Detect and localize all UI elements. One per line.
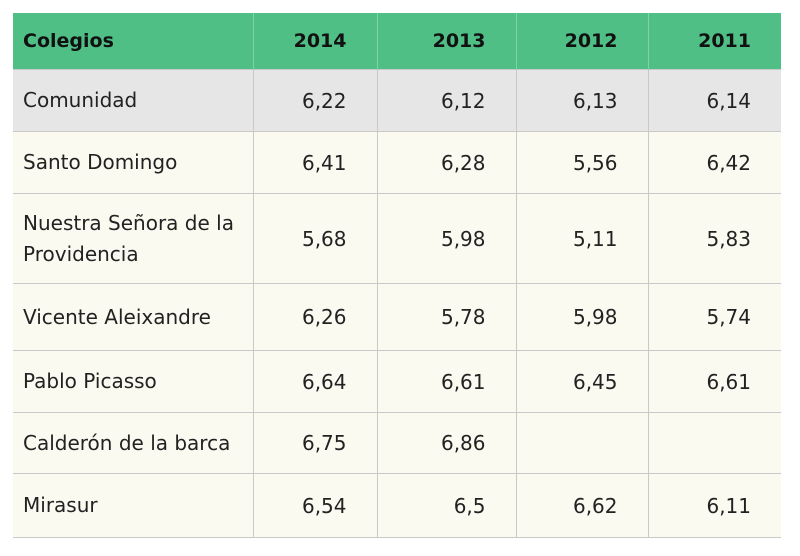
- score-2014: 6,64: [253, 350, 378, 413]
- header-2012: 2012: [516, 13, 649, 70]
- score-2011: 6,11: [648, 473, 781, 538]
- score-2013: 6,86: [377, 412, 517, 474]
- school-name: Nuestra Señora de la Providencia: [13, 193, 254, 284]
- score-2011: [648, 412, 781, 474]
- header-2011: 2011: [648, 13, 781, 70]
- school-name: Calderón de la barca: [13, 412, 254, 474]
- school-name: Mirasur: [13, 473, 254, 538]
- score-2013: 6,5: [377, 473, 517, 538]
- score-2011: 5,83: [648, 193, 781, 284]
- score-2014: 6,26: [253, 283, 378, 351]
- schools-scores-table: Colegios 2014 2013 2012 2011 Comunidad 6…: [13, 13, 781, 538]
- score-2012: 5,56: [516, 131, 649, 194]
- score-2013: 5,98: [377, 193, 517, 284]
- score-2011: 6,61: [648, 350, 781, 413]
- table-row: Nuestra Señora de la Providencia 5,68 5,…: [13, 193, 781, 284]
- header-2014: 2014: [253, 13, 378, 70]
- table-row: Calderón de la barca 6,75 6,86: [13, 412, 781, 474]
- school-name: Pablo Picasso: [13, 350, 254, 413]
- header-row: Colegios 2014 2013 2012 2011: [13, 13, 781, 70]
- score-2014: 5,68: [253, 193, 378, 284]
- score-2011: 5,74: [648, 283, 781, 351]
- score-2013: 6,61: [377, 350, 517, 413]
- table-row: Mirasur 6,54 6,5 6,62 6,11: [13, 473, 781, 538]
- table-header: Colegios 2014 2013 2012 2011: [13, 13, 781, 70]
- table-row: Comunidad 6,22 6,12 6,13 6,14: [13, 69, 781, 132]
- score-2014: 6,54: [253, 473, 378, 538]
- score-2012: 6,45: [516, 350, 649, 413]
- score-2012: [516, 412, 649, 474]
- score-2012: 5,11: [516, 193, 649, 284]
- score-2011: 6,14: [648, 69, 781, 132]
- score-2013: 6,12: [377, 69, 517, 132]
- score-2013: 5,78: [377, 283, 517, 351]
- score-2011: 6,42: [648, 131, 781, 194]
- score-2012: 6,13: [516, 69, 649, 132]
- school-name: Vicente Aleixandre: [13, 283, 254, 351]
- score-2013: 6,28: [377, 131, 517, 194]
- table-row: Pablo Picasso 6,64 6,61 6,45 6,61: [13, 350, 781, 413]
- table-row: Santo Domingo 6,41 6,28 5,56 6,42: [13, 131, 781, 194]
- score-2014: 6,41: [253, 131, 378, 194]
- school-name: Santo Domingo: [13, 131, 254, 194]
- score-2014: 6,75: [253, 412, 378, 474]
- school-name: Comunidad: [13, 69, 254, 132]
- score-2012: 6,62: [516, 473, 649, 538]
- score-2012: 5,98: [516, 283, 649, 351]
- schools-table-container: Colegios 2014 2013 2012 2011 Comunidad 6…: [13, 13, 781, 538]
- header-2013: 2013: [377, 13, 517, 70]
- header-colegios: Colegios: [13, 13, 254, 70]
- table-row: Vicente Aleixandre 6,26 5,78 5,98 5,74: [13, 283, 781, 351]
- score-2014: 6,22: [253, 69, 378, 132]
- table-body: Comunidad 6,22 6,12 6,13 6,14 Santo Domi…: [13, 69, 781, 538]
